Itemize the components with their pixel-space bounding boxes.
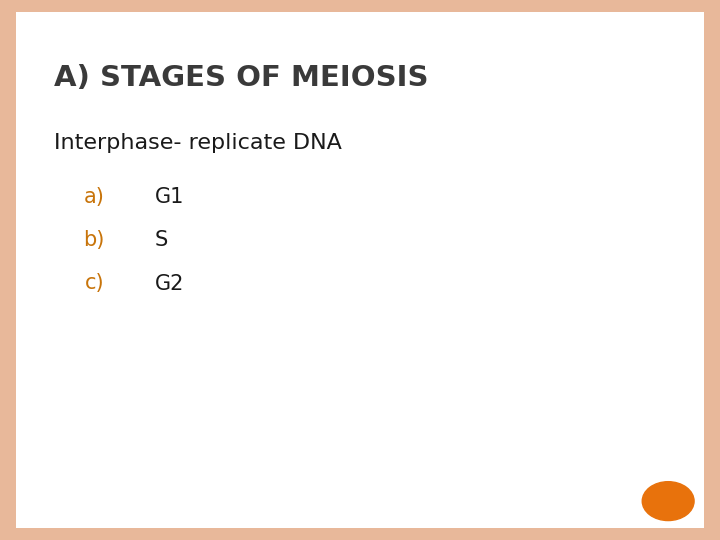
Text: G2: G2 bbox=[155, 273, 184, 294]
Text: G1: G1 bbox=[155, 187, 184, 207]
Circle shape bbox=[642, 482, 694, 521]
Text: Interphase- replicate DNA: Interphase- replicate DNA bbox=[54, 133, 342, 153]
Text: A) STAGES OF MEIOSIS: A) STAGES OF MEIOSIS bbox=[54, 64, 428, 92]
Text: c): c) bbox=[85, 273, 104, 294]
Text: S: S bbox=[155, 230, 168, 251]
Text: b): b) bbox=[83, 230, 104, 251]
Text: a): a) bbox=[84, 187, 104, 207]
